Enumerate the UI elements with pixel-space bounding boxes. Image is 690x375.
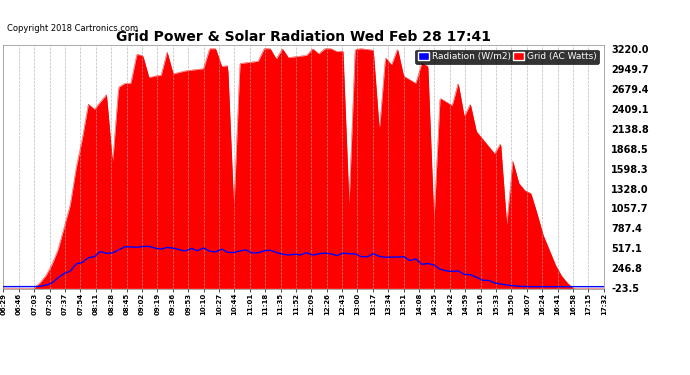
Legend: Radiation (W/m2), Grid (AC Watts): Radiation (W/m2), Grid (AC Watts) — [415, 50, 599, 64]
Title: Grid Power & Solar Radiation Wed Feb 28 17:41: Grid Power & Solar Radiation Wed Feb 28 … — [116, 30, 491, 44]
Text: Copyright 2018 Cartronics.com: Copyright 2018 Cartronics.com — [7, 24, 138, 33]
